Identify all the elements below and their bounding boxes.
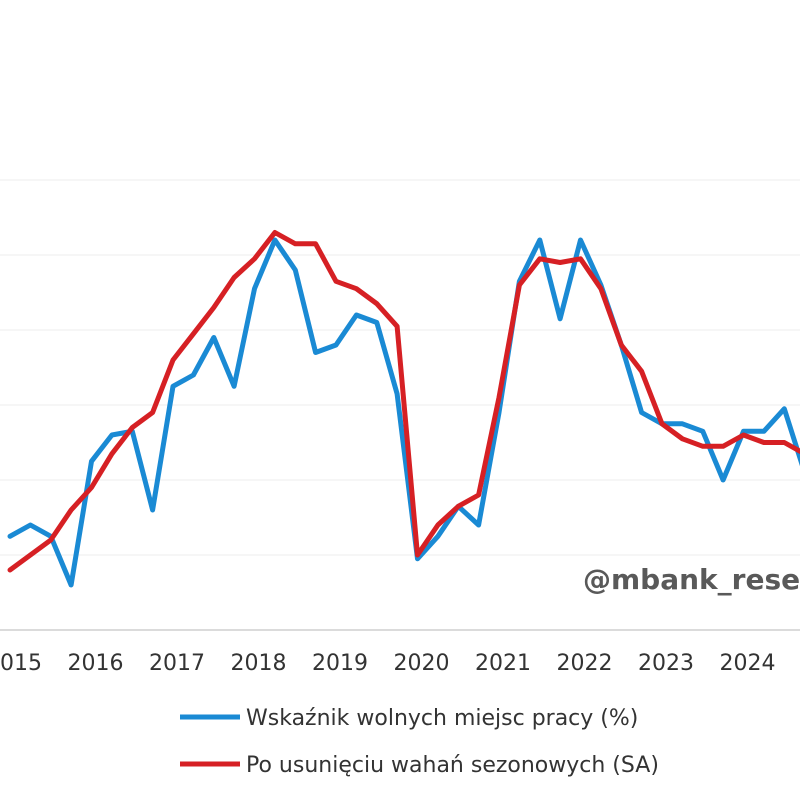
series-line-seasonally-adjusted [7,230,800,573]
legend: Wskaźnik wolnych miejsc pracy (%) Po usun… [180,706,659,778]
x-tick-label: 2015 [0,651,42,676]
x-tick-label: 2021 [475,651,531,676]
x-tick-label: 2018 [231,651,287,676]
x-tick-label: 2023 [638,651,694,676]
x-tick-label: 2024 [720,651,776,676]
series-line-vacancy-rate [7,237,800,588]
x-axis-tick-labels: 2015 2016 2017 2018 2019 2020 2021 2022 2023 2024… [0,651,776,676]
x-tick-label: 2020 [394,651,450,676]
x-tick-label: 2022 [557,651,613,676]
x-tick-label: 2016 [68,651,124,676]
x-tick-label: 2019 [312,651,368,676]
watermark-text: @mbank_research [583,563,800,596]
legend-label: Po usunięciu wahań sezonowych (SA) [246,753,659,778]
series-lines [7,230,800,588]
legend-label: Wskaźnik wolnych miejsc pracy (%) [246,706,638,731]
x-tick-label: 2017 [149,651,205,676]
